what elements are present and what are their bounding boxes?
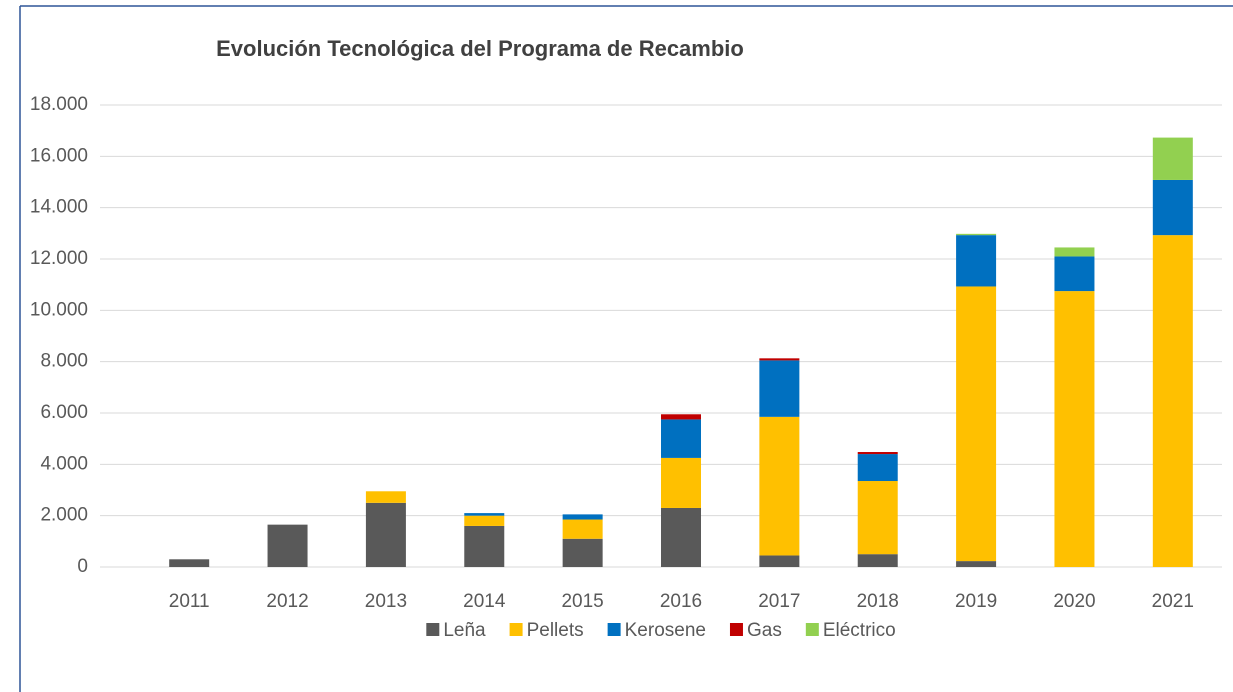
legend-swatch (729, 623, 743, 636)
legend-label: Pellets (527, 620, 584, 641)
bar-segment (464, 513, 505, 516)
legend-label: Eléctrico (823, 620, 896, 641)
bar-segment (759, 360, 800, 417)
bar-segment (169, 559, 210, 567)
bar-segment (464, 525, 505, 567)
x-tick-label: 2021 (1152, 591, 1194, 612)
bar-segment (759, 416, 800, 556)
x-tick-label: 2012 (266, 591, 308, 612)
x-tick-label: 2011 (169, 591, 210, 612)
y-tick-label: 6.000 (40, 402, 88, 423)
bar-segment (661, 457, 701, 508)
y-tick-label: 8.000 (40, 351, 88, 372)
y-tick-label: 4.000 (40, 453, 88, 474)
bar-segment (1054, 256, 1095, 292)
legend-label: Leña (443, 620, 486, 641)
bar-segment (562, 514, 603, 520)
x-tick-label: 2017 (758, 591, 800, 612)
bar-segment (562, 538, 603, 567)
bar-segment (267, 524, 308, 567)
x-tick-label: 2020 (1053, 591, 1095, 612)
bar-segment (956, 233, 997, 236)
bar-segment (365, 502, 406, 567)
bar-segment (1152, 179, 1193, 236)
x-tick-label: 2019 (955, 591, 997, 612)
bar-segment (857, 454, 898, 482)
y-tick-label: 2.000 (40, 505, 88, 526)
legend-label: Kerosene (625, 620, 706, 641)
x-tick-label: 2018 (857, 591, 899, 612)
bar-segment (857, 452, 898, 455)
y-tick-label: 18.000 (30, 94, 88, 115)
y-tick-label: 16.000 (30, 145, 88, 166)
bar-segment (857, 481, 898, 555)
y-tick-label: 10.000 (30, 299, 88, 320)
bar-segment (661, 414, 701, 420)
legend-swatch (426, 623, 440, 636)
legend-swatch (607, 623, 621, 636)
x-tick-label: 2016 (660, 591, 702, 612)
bar-segment (562, 519, 603, 539)
bar-segment (1152, 235, 1193, 567)
bar-segment (661, 419, 701, 458)
bar-segment (1054, 291, 1095, 567)
bar-segment (857, 554, 898, 567)
bar-segment (759, 555, 800, 567)
bar-segment (956, 286, 997, 562)
y-tick-label: 0 (77, 556, 88, 577)
legend-label: Gas (747, 620, 782, 641)
legend-swatch (805, 623, 819, 636)
legend-swatch (509, 623, 523, 636)
bar-segment (464, 515, 505, 526)
bar-segment (1152, 137, 1193, 180)
chart-title: Evolución Tecnológica del Programa de Re… (216, 36, 744, 61)
bar-segment (365, 491, 406, 503)
bar-segment (661, 507, 701, 567)
bar-segment (1054, 247, 1095, 257)
bar-segment (956, 235, 997, 287)
y-tick-label: 14.000 (30, 197, 88, 218)
bar-segment (759, 358, 800, 361)
y-tick-label: 12.000 (30, 248, 88, 269)
bar-segment (956, 561, 997, 567)
x-tick-label: 2014 (463, 591, 506, 612)
x-tick-label: 2013 (365, 591, 407, 612)
x-tick-label: 2015 (561, 591, 603, 612)
